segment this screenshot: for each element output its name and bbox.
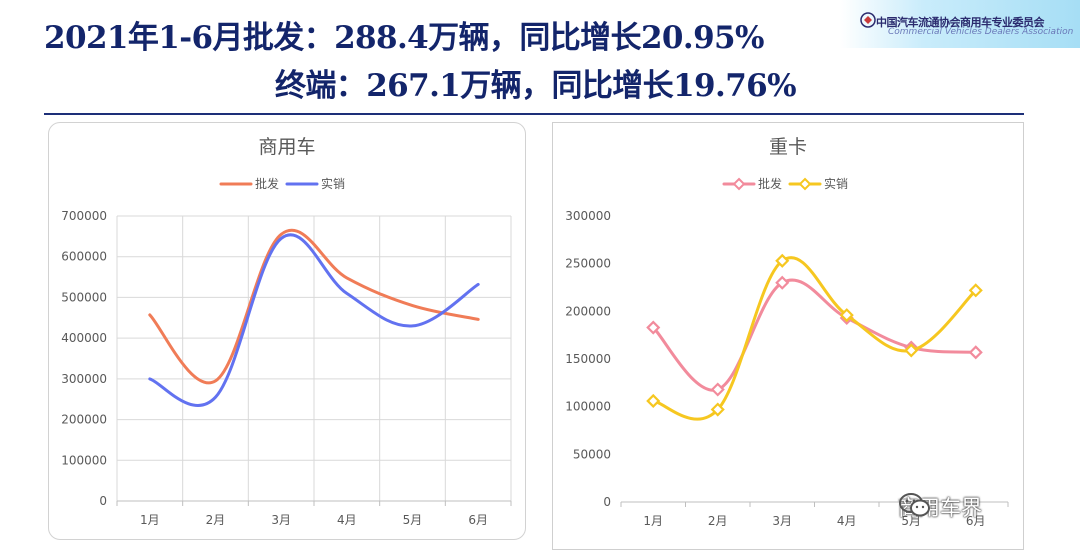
x-tick-label: 3月: [271, 513, 291, 527]
legend-label: 实销: [824, 176, 848, 191]
headline-wholesale: 2021年1-6月批发：288.4万辆，同比增长20.95%: [44, 20, 764, 56]
chart-title: 商用车: [258, 136, 315, 158]
data-point-marker: [646, 320, 661, 335]
y-tick-label: 0: [603, 495, 611, 509]
commercial-vehicle-line-chart: 商用车 0 100000 200000 300000 400000 500000 600000…: [61, 136, 512, 527]
x-tick-label: 6月: [966, 514, 986, 528]
data-point-marker: [904, 343, 919, 358]
title-divider: [44, 113, 1024, 115]
series-line-wholesale: [651, 278, 978, 392]
legend-marker: [798, 177, 812, 191]
association-name-cn: 中国汽车流通协会商用车专业委员会: [876, 16, 1045, 29]
data-point-marker: [775, 275, 790, 290]
legend-label: 实销: [321, 176, 345, 191]
legend-label: 批发: [758, 176, 782, 191]
x-tick-label: 4月: [837, 514, 857, 528]
data-point-marker: [968, 283, 983, 298]
legend-item: 实销: [285, 176, 345, 191]
legend-item: 实销: [788, 176, 848, 191]
y-tick-label: 150000: [565, 352, 611, 366]
logo-band: [840, 0, 1080, 48]
chart-title: 重卡: [769, 136, 807, 158]
y-tick-label: 100000: [61, 453, 107, 467]
x-tick-label: 1月: [140, 513, 160, 527]
y-tick-label: 400000: [61, 331, 107, 345]
x-tick-label: 5月: [901, 514, 921, 528]
y-tick-label: 300000: [61, 372, 107, 386]
x-tick-label: 5月: [403, 513, 423, 527]
y-tick-label: 700000: [61, 209, 107, 223]
headline-retail: 终端：267.1万辆，同比增长19.76%: [275, 68, 797, 104]
legend-label: 批发: [255, 176, 279, 191]
y-tick-label: 200000: [565, 304, 611, 318]
data-point-marker: [646, 393, 661, 409]
series-line-wholesale: [148, 228, 480, 385]
heavy-truck-chart-panel: 重卡 0 50000 100000 150000 200000 250000 300000 1月…: [552, 122, 1024, 550]
series-line-retail: [651, 256, 978, 421]
association-logo-icon: [860, 12, 876, 28]
x-tick-label: 2月: [206, 513, 226, 527]
x-tick-label: 3月: [772, 514, 792, 528]
data-point-marker: [710, 402, 725, 417]
legend-item: 批发: [219, 176, 279, 191]
y-tick-label: 100000: [565, 400, 611, 414]
commercial-vehicle-chart-panel: 商用车 0 100000 200000 300000 400000 500000 600000…: [48, 122, 526, 540]
x-tick-label: 4月: [337, 513, 357, 527]
y-tick-label: 500000: [61, 290, 107, 304]
y-tick-label: 250000: [565, 257, 611, 271]
data-point-marker: [839, 308, 854, 323]
data-point-marker: [710, 382, 725, 397]
legend-item: 批发: [722, 176, 782, 191]
series-line-retail: [148, 233, 480, 407]
y-tick-label: 200000: [61, 413, 107, 427]
data-point-marker: [775, 253, 790, 268]
wechat-icon: [899, 493, 930, 517]
x-tick-label: 1月: [643, 514, 663, 528]
watermark: 商用车界: [898, 492, 982, 522]
heavy-truck-line-chart: 重卡 0 50000 100000 150000 200000 250000 300000 1月…: [565, 136, 1009, 528]
y-tick-label: 300000: [565, 209, 611, 223]
x-tick-label: 6月: [468, 513, 488, 527]
x-tick-label: 2月: [708, 514, 728, 528]
legend-marker: [732, 177, 746, 191]
y-tick-label: 0: [99, 494, 107, 508]
data-point-marker: [968, 345, 983, 360]
y-tick-label: 50000: [573, 447, 611, 461]
association-name-en: Commercial Vehicles Dealers Association: [888, 27, 1074, 37]
y-tick-label: 600000: [61, 250, 107, 264]
